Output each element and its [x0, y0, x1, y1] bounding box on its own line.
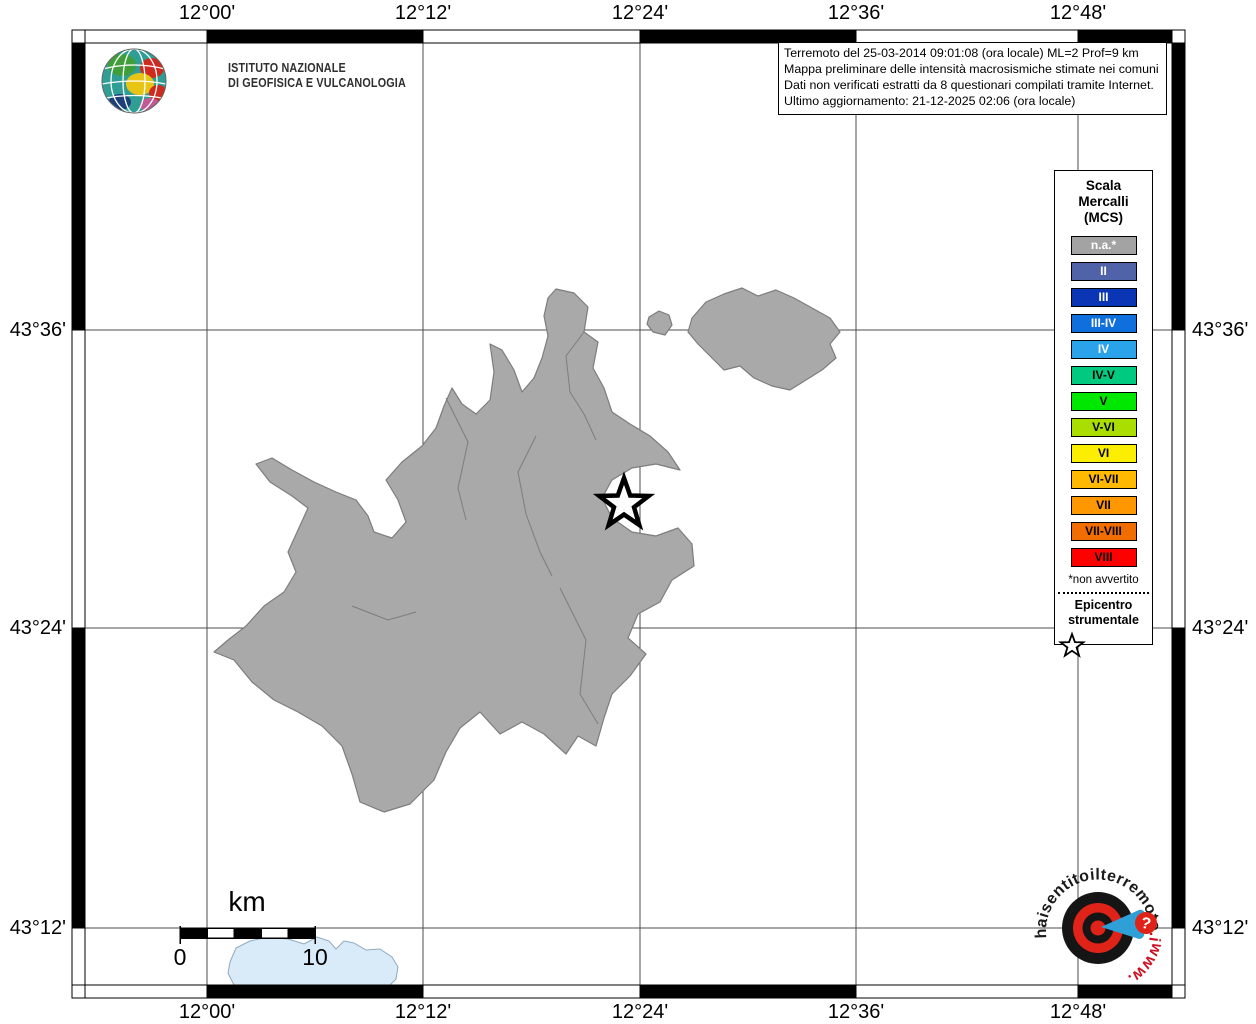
lon-label-top: 12°00'	[178, 2, 236, 24]
scale-bar-start: 0	[173, 944, 187, 970]
event-info-line4: Ultimo aggiornamento: 21-12-2025 02:06 (…	[784, 93, 1076, 108]
lat-label-left: 43°36'	[9, 319, 66, 341]
ingv-logo-text: ISTITUTO NAZIONALE DI GEOFISICA E VULCAN…	[228, 60, 406, 90]
ingv-name-line1: ISTITUTO NAZIONALE	[228, 60, 346, 75]
legend-swatch: VII	[1070, 496, 1137, 515]
legend-swatch: III-IV	[1070, 314, 1137, 333]
legend-title: Scala Mercalli (MCS)	[1055, 178, 1152, 226]
ingv-globe-icon	[101, 48, 167, 114]
lon-label-top: 12°36'	[827, 2, 885, 24]
legend-swatch: IV	[1070, 340, 1137, 359]
legend-separator	[1058, 592, 1149, 594]
legend-swatch: III	[1070, 288, 1137, 307]
legend-swatch: II	[1070, 262, 1137, 281]
lat-label-right: 43°36'	[1192, 319, 1249, 341]
lon-label-top: 12°24'	[611, 2, 669, 24]
lon-label-bottom: 12°36'	[827, 1001, 885, 1023]
scale-bar-end: 10	[302, 944, 328, 970]
lon-label-bottom: 12°48'	[1049, 1001, 1107, 1023]
lon-label-bottom: 12°00'	[178, 1001, 236, 1023]
legend-title-line: (MCS)	[1084, 210, 1123, 225]
legend-epicenter-title: Epicentro strumentale	[1055, 598, 1152, 628]
event-info-box: Terremoto del 25-03-2014 09:01:08 (ora l…	[778, 42, 1167, 115]
legend-swatch: V-VI	[1070, 418, 1137, 437]
legend-epicenter-star-icon	[1058, 631, 1086, 658]
svg-text:?: ?	[1139, 915, 1152, 934]
legend-swatch: VI	[1070, 444, 1137, 463]
landmass-island	[646, 310, 673, 336]
legend-title-line: Mercalli	[1078, 194, 1129, 209]
question-badge: ?	[1135, 912, 1157, 934]
epicenter-star	[592, 471, 656, 531]
event-info-line3: Dati non verificati estratti da 8 questi…	[784, 77, 1154, 92]
lat-label-right: 43°12'	[1192, 917, 1249, 939]
map-frame	[71, 29, 1186, 999]
bullseye-icon	[1062, 892, 1134, 964]
legend: Scala Mercalli (MCS) n.a.* II III III-IV…	[1054, 170, 1153, 658]
municipality-boundaries	[351, 331, 599, 725]
legend-swatch: VI-VII	[1070, 470, 1137, 489]
legend-swatches: n.a.* II III III-IV IV IV-V V V-VI VI VI…	[1055, 236, 1152, 567]
lon-label-top: 12°12'	[394, 2, 452, 24]
legend-swatch: VII-VIII	[1070, 522, 1137, 541]
lon-label-bottom: 12°24'	[611, 1001, 669, 1023]
legend-swatch: V	[1070, 392, 1137, 411]
legend-title-line: Scala	[1085, 178, 1122, 193]
legend-swatch: IV-V	[1070, 366, 1137, 385]
legend-swatch: VIII	[1070, 548, 1137, 567]
scale-bar	[179, 926, 316, 944]
megaphone-icon	[1101, 909, 1147, 939]
lon-label-bottom: 12°12'	[394, 1001, 452, 1023]
legend-epicenter-line: strumentale	[1068, 613, 1139, 627]
ingv-name-line2: DI GEOFISICA E VULCANOLOGIA	[228, 75, 406, 90]
event-info-line1: Terremoto del 25-03-2014 09:01:08 (ora l…	[784, 46, 1139, 60]
legend-epicenter-line: Epicentro	[1074, 598, 1133, 612]
event-info-line2: Mappa preliminare delle intensità macros…	[784, 61, 1159, 76]
lon-label-top: 12°48'	[1049, 2, 1107, 24]
lat-label-left: 43°24'	[9, 617, 66, 639]
landmass-main	[213, 288, 695, 813]
watermark-www-text: www.	[1124, 940, 1166, 988]
watermark-logo: haisentitoilterremoto.it www. ?	[1033, 866, 1166, 988]
scale-bar-unit: km	[228, 886, 266, 917]
lat-label-left: 43°12'	[9, 917, 66, 939]
landmass	[213, 287, 841, 813]
landmass-northeast	[687, 287, 841, 391]
legend-swatch: n.a.*	[1070, 236, 1137, 255]
legend-footnote: *non avvertito	[1068, 574, 1139, 586]
lat-label-right: 43°24'	[1192, 617, 1249, 639]
